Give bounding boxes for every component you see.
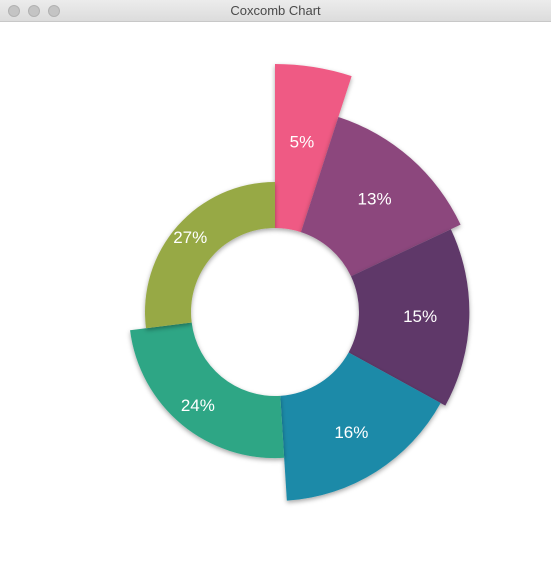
coxcomb-slice-2[interactable]: [300, 116, 461, 277]
slice-label-5: 24%: [181, 396, 215, 415]
slice-label-2: 13%: [358, 190, 392, 209]
slice-label-1: 5%: [290, 133, 315, 152]
coxcomb-slice-1[interactable]: [275, 64, 352, 233]
coxcomb-slice-5[interactable]: [130, 322, 285, 459]
chart-area: 5% 13% 15% 16% 24% 27%: [0, 22, 551, 571]
zoom-window-button[interactable]: [48, 5, 60, 17]
coxcomb-chart: 5% 13% 15% 16% 24% 27%: [130, 64, 470, 501]
slice-label-3: 15%: [403, 307, 437, 326]
slice-label-4: 16%: [334, 423, 368, 442]
slice-label-6: 27%: [173, 228, 207, 247]
minimize-window-button[interactable]: [28, 5, 40, 17]
coxcomb-slice-4[interactable]: [280, 352, 441, 501]
close-window-button[interactable]: [8, 5, 20, 17]
window-title: Coxcomb Chart: [230, 3, 321, 18]
coxcomb-slice-6[interactable]: [145, 182, 275, 329]
coxcomb-slice-3[interactable]: [348, 229, 470, 406]
title-bar: Coxcomb Chart: [0, 0, 551, 22]
